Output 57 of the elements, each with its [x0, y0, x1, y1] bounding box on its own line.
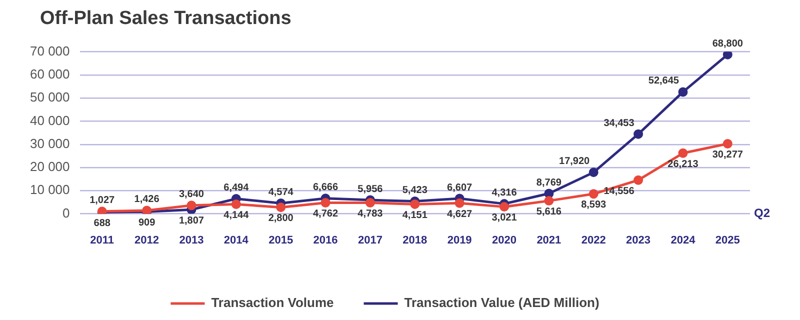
x-tick-label: 2017: [358, 234, 382, 246]
data-label: 3,640: [178, 189, 204, 200]
data-label: 688: [94, 218, 111, 229]
data-label: 1,807: [178, 215, 204, 226]
x-tick-label: 2016: [313, 234, 338, 246]
data-label: 68,800: [712, 38, 744, 50]
x-tick-label: 2022: [581, 234, 606, 246]
y-tick-label: 30 000: [30, 136, 70, 151]
data-label: 5,956: [358, 184, 384, 195]
x-tick-label: 2020: [492, 234, 516, 246]
x-tick-label: 2012: [134, 234, 160, 246]
data-label: 4,574: [268, 186, 294, 198]
text: Q2: [754, 206, 770, 220]
x-tick-label: 2013: [179, 234, 204, 246]
data-label: 5,423: [402, 185, 428, 196]
x-tick-label: 2014: [224, 234, 250, 246]
x-tick-label: 2023: [626, 234, 651, 246]
y-tick-label: 50 000: [30, 90, 70, 105]
data-label: 14,556: [604, 186, 635, 197]
data-label: 6,666: [313, 182, 338, 194]
data-label: 1,027: [90, 195, 116, 206]
x-tick-label: 2021: [536, 234, 562, 246]
data-label: 52,645: [648, 76, 680, 87]
x-tick-label: 2024: [670, 234, 696, 246]
y-tick-label: 70 000: [30, 43, 70, 58]
x-tick-label: 2011: [90, 234, 114, 246]
chart-title: Off-Plan Sales Transactions: [40, 8, 292, 30]
data-label: 8,593: [581, 200, 607, 211]
data-label: 5,616: [536, 206, 562, 218]
data-label: 8,769: [536, 177, 562, 188]
y-tick-label: 0: [62, 205, 70, 220]
data-label: 4,151: [402, 210, 428, 221]
x-tick-label: 2019: [447, 234, 472, 246]
data-label: 1,426: [134, 194, 160, 206]
data-label: 26,213: [668, 158, 699, 170]
data-label: 4,762: [313, 208, 338, 220]
legend-label: Transaction Value (AED Million): [404, 295, 600, 310]
y-tick-label: 60 000: [30, 66, 70, 82]
data-label: 17,920: [559, 156, 590, 168]
data-label: 909: [138, 217, 156, 228]
legend-label: Transaction Volume: [211, 295, 334, 310]
data-label: 4,783: [358, 208, 384, 220]
y-tick-label: 20 000: [30, 159, 70, 174]
data-label: 4,627: [447, 208, 473, 220]
y-tick-label: 40 000: [30, 112, 70, 128]
x-tick-label: 2025: [715, 234, 740, 246]
x-tick-label: 2015: [268, 234, 294, 246]
data-label: 34,453: [604, 118, 635, 129]
data-label: 4,316: [492, 188, 518, 199]
data-label: 3,021: [492, 212, 518, 224]
y-tick-label: 10 000: [30, 182, 70, 198]
x-tick-label: 2018: [402, 234, 428, 246]
data-label: 4,144: [224, 210, 250, 221]
data-label: 30,277: [712, 149, 744, 160]
data-label: 6,494: [224, 182, 250, 194]
data-label: 6,607: [447, 182, 473, 194]
data-label: 2,800: [268, 213, 294, 224]
